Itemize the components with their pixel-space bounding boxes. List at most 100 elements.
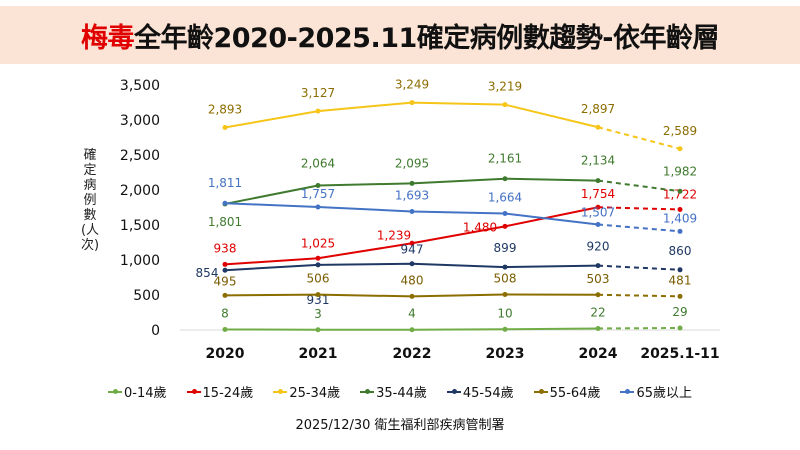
data-label: 947 xyxy=(401,243,424,257)
data-point xyxy=(677,188,683,194)
data-label: 480 xyxy=(401,273,424,287)
data-label: 2,161 xyxy=(488,152,522,166)
legend-marker xyxy=(360,388,375,394)
data-label: 8 xyxy=(221,306,229,320)
data-point xyxy=(595,222,601,228)
legend-label: 15-24歲 xyxy=(202,386,254,401)
data-point xyxy=(315,327,321,333)
data-label: 495 xyxy=(214,274,237,288)
data-point xyxy=(409,180,415,186)
data-point xyxy=(595,292,601,298)
legend-marker xyxy=(108,388,123,394)
data-label: 22 xyxy=(590,305,605,319)
source-footer: 2025/12/30 衛生福利部疾病管制署 xyxy=(295,418,505,433)
data-label: 3,127 xyxy=(301,86,335,100)
data-point xyxy=(502,223,508,229)
legend-item: 15-24歲 xyxy=(186,382,254,401)
data-label: 1,239 xyxy=(377,228,411,242)
legend-label: 65歲以上 xyxy=(636,386,692,401)
data-point xyxy=(677,293,683,299)
data-point xyxy=(677,325,683,331)
x-tick-label: 2021 xyxy=(299,346,338,362)
data-point xyxy=(677,146,683,152)
data-point xyxy=(677,267,683,273)
legend-item: 25-34歲 xyxy=(273,382,340,401)
data-label: 29 xyxy=(672,305,687,319)
data-label: 2,589 xyxy=(663,124,697,138)
data-label: 860 xyxy=(669,244,692,258)
data-point xyxy=(502,326,508,332)
data-label: 3,249 xyxy=(395,78,429,92)
x-tick-label: 2023 xyxy=(486,346,525,362)
data-point xyxy=(677,206,683,212)
title-highlight: 梅毒 xyxy=(80,22,135,54)
data-label: 1,982 xyxy=(663,164,697,178)
data-label: 1,811 xyxy=(208,176,242,190)
legend-item: 55-64歲 xyxy=(533,382,601,401)
data-label: 10 xyxy=(497,306,512,320)
data-label: 1,754 xyxy=(581,187,615,201)
data-label: 1,409 xyxy=(663,211,697,225)
data-label: 2,897 xyxy=(581,102,615,116)
data-label: 2,134 xyxy=(581,154,615,168)
data-label: 854 xyxy=(196,266,219,280)
data-point xyxy=(502,291,508,297)
data-label: 938 xyxy=(214,241,237,255)
data-point xyxy=(222,267,228,273)
data-label: 481 xyxy=(669,273,692,287)
x-tick-label: 2022 xyxy=(393,346,432,362)
y-tick-label: 1,000 xyxy=(120,253,160,269)
data-point xyxy=(409,240,415,246)
series-line-projected xyxy=(597,293,681,298)
data-label: 931 xyxy=(307,293,330,307)
data-label: 1,801 xyxy=(208,215,242,229)
data-point xyxy=(409,100,415,106)
data-point xyxy=(222,261,228,267)
data-point xyxy=(502,264,508,270)
legend-item: 35-44歲 xyxy=(360,382,427,401)
data-point xyxy=(502,211,508,217)
legend-marker xyxy=(186,388,201,394)
data-label: 508 xyxy=(494,271,517,285)
data-point xyxy=(595,178,601,184)
data-label: 1,664 xyxy=(488,191,522,205)
legend-label: 45-54歲 xyxy=(462,386,514,401)
data-point xyxy=(502,176,508,182)
y-axis-label: 確定病例數(人次) xyxy=(80,148,100,253)
data-point xyxy=(409,261,415,267)
chart-title: 梅毒全年齡2020-2025.11確定病例數趨勢-依年齡層 xyxy=(80,16,720,55)
data-point xyxy=(315,262,321,268)
data-point xyxy=(222,326,228,332)
data-label: 506 xyxy=(307,272,330,286)
legend-label: 35-44歲 xyxy=(376,386,427,401)
y-tick-label: 1,500 xyxy=(120,218,160,234)
data-label: 2,095 xyxy=(395,156,429,170)
legend-label: 55-64歲 xyxy=(549,386,601,401)
legend-item: 45-54歲 xyxy=(446,382,514,401)
data-point xyxy=(222,292,228,298)
data-point xyxy=(595,263,601,269)
data-label: 503 xyxy=(587,272,610,286)
data-label: 1,025 xyxy=(301,236,335,250)
x-tick-label: 2025.1-11 xyxy=(640,346,719,362)
data-point xyxy=(409,293,415,299)
data-point xyxy=(315,108,321,114)
series-line-projected xyxy=(597,206,681,211)
y-tick-label: 3,000 xyxy=(120,113,160,129)
data-point xyxy=(315,183,321,189)
data-point xyxy=(222,200,228,206)
title-text: 全年齡2020-2025.11確定病例數趨勢-依年齡層 xyxy=(133,22,720,54)
data-label: 2,064 xyxy=(301,157,335,171)
data-label: 3,219 xyxy=(488,80,522,94)
x-tick-label: 2020 xyxy=(206,346,245,362)
data-point xyxy=(409,327,415,333)
data-point xyxy=(595,124,601,130)
y-tick-label: 500 xyxy=(133,288,160,304)
legend-marker xyxy=(446,388,461,394)
data-label: 4 xyxy=(408,307,416,321)
data-label: 1,480 xyxy=(463,220,497,234)
data-label: 2,893 xyxy=(208,102,242,116)
legend-marker xyxy=(620,388,635,394)
legend-label: 25-34歲 xyxy=(289,386,341,401)
